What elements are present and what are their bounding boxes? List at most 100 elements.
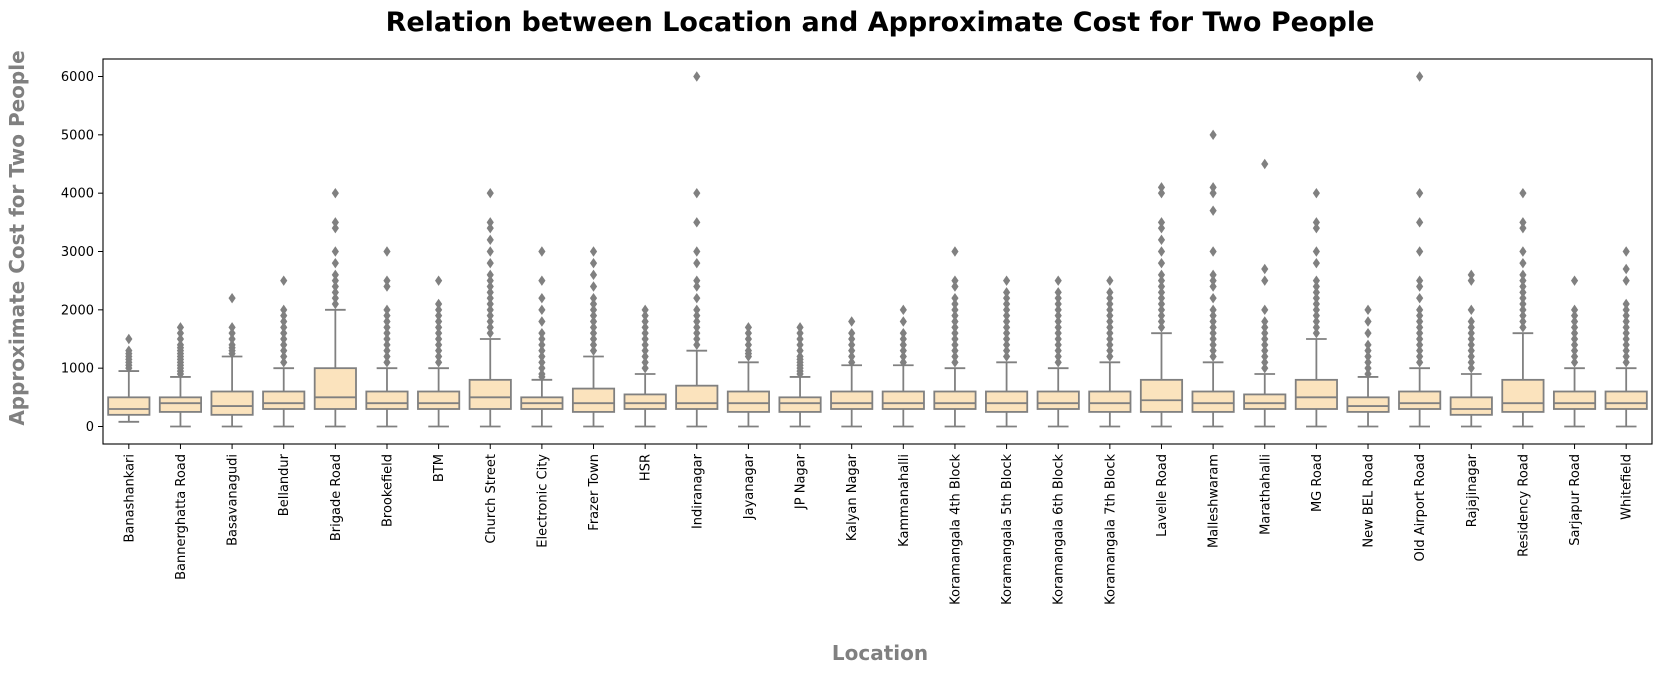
outlier-point (693, 246, 701, 257)
x-tick-label: MG Road (1310, 454, 1325, 512)
outlier-point (435, 310, 443, 321)
outlier-point (538, 368, 546, 380)
outlier-point (1209, 187, 1217, 199)
outlier-point (1157, 257, 1166, 269)
outlier-point (1002, 351, 1011, 362)
outlier-point (383, 345, 391, 356)
y-tick-label: 5000 (61, 128, 94, 143)
outlier-point (1570, 345, 1579, 356)
outlier-point (1622, 322, 1630, 333)
outlier-point (1157, 182, 1166, 193)
x-tick-label: Whitefield (1620, 454, 1635, 520)
outlier-point (1106, 310, 1114, 321)
outlier-point (1002, 304, 1011, 316)
outlier-point (486, 316, 494, 327)
outlier-point (1416, 217, 1424, 228)
outlier-point (228, 339, 236, 351)
outlier-point (1054, 316, 1062, 327)
outlier-point (693, 322, 701, 333)
outlier-point (641, 362, 649, 374)
outlier-point (280, 333, 288, 345)
outlier-point (848, 351, 856, 362)
outlier-point (1261, 316, 1269, 327)
outlier-point (1002, 322, 1011, 333)
outlier-point (589, 327, 598, 339)
outlier-point (1261, 339, 1269, 351)
outlier-point (1467, 357, 1475, 368)
outlier-point (796, 322, 804, 333)
outlier-point (1570, 322, 1579, 333)
outlier-point (1622, 339, 1630, 351)
outlier-point (383, 275, 391, 286)
box (468, 378, 512, 410)
outlier-point (1622, 357, 1630, 368)
outlier-point (1054, 351, 1062, 362)
outlier-point (1209, 333, 1217, 345)
outlier-point (1002, 310, 1011, 321)
outlier-point (1570, 304, 1579, 316)
outlier-point (1519, 304, 1527, 316)
outlier-point (435, 275, 443, 286)
outlier-point (589, 333, 598, 345)
outlier-point (951, 322, 959, 333)
outlier-point (1416, 310, 1424, 321)
outlier-point (538, 304, 546, 316)
outlier-point (1416, 316, 1424, 327)
box (1243, 393, 1287, 410)
box (1552, 390, 1597, 410)
x-tick-label: Rajajinagar (1465, 453, 1480, 527)
outlier-point (1157, 316, 1166, 327)
outlier-point (641, 310, 649, 321)
outlier-point (486, 246, 494, 257)
box (726, 390, 770, 413)
x-tick-label: Residency Road (1516, 454, 1531, 557)
outlier-point (589, 345, 598, 356)
outlier-point (486, 287, 494, 298)
outlier-point (693, 275, 701, 286)
outlier-point (1570, 310, 1579, 321)
outlier-point (1519, 257, 1527, 269)
outlier-point (486, 281, 494, 292)
box (1398, 390, 1442, 410)
outlier-point (1157, 287, 1166, 298)
outlier-point (1312, 327, 1320, 339)
outlier-point (1106, 351, 1114, 362)
box (1294, 378, 1338, 410)
plot-area: 0 1000 2000 3000 4000 5000 6000 Banashankari Ban… (61, 58, 1653, 605)
outlier-point (538, 327, 546, 339)
outlier-point (1416, 345, 1424, 356)
outlier-point (796, 345, 804, 356)
outlier-point (331, 275, 339, 286)
outlier-point (693, 217, 701, 228)
outlier-point (435, 351, 443, 362)
outlier-point (435, 304, 443, 316)
outlier-point (1106, 287, 1114, 298)
outlier-point (1467, 339, 1475, 351)
outlier-point (331, 298, 339, 310)
outlier-point (1209, 339, 1217, 351)
outlier-point (951, 304, 959, 316)
outlier-point (1519, 187, 1527, 199)
outlier-point (1416, 339, 1424, 351)
outlier-point (1570, 357, 1579, 368)
outlier-point (1106, 316, 1114, 327)
outlier-point (1002, 292, 1011, 304)
x-tick-label: New BEL Road (1362, 454, 1377, 548)
outlier-point (331, 292, 339, 304)
outlier-point (435, 327, 443, 339)
outlier-point (383, 304, 391, 316)
outlier-point (1002, 287, 1011, 298)
outlier-point (951, 275, 959, 286)
outlier-point (1467, 362, 1475, 374)
outlier-point (1364, 351, 1372, 362)
x-tick-label: Koramangala 6th Block (1052, 454, 1067, 605)
box (1139, 378, 1184, 413)
outlier-point (1106, 327, 1114, 339)
outlier-point (899, 339, 907, 351)
outlier-point (1312, 222, 1320, 234)
outlier-point (1622, 304, 1630, 316)
outlier-point (228, 333, 236, 345)
outlier-point (1570, 275, 1579, 286)
outlier-point (744, 339, 753, 351)
